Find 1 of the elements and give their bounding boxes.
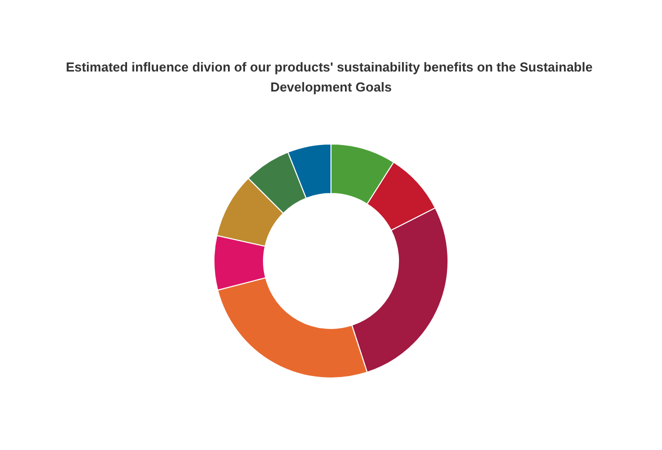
chart-title: Estimated influence divion of our products' sustainability benefits on the Sustainable Development Goals: [66, 60, 596, 94]
